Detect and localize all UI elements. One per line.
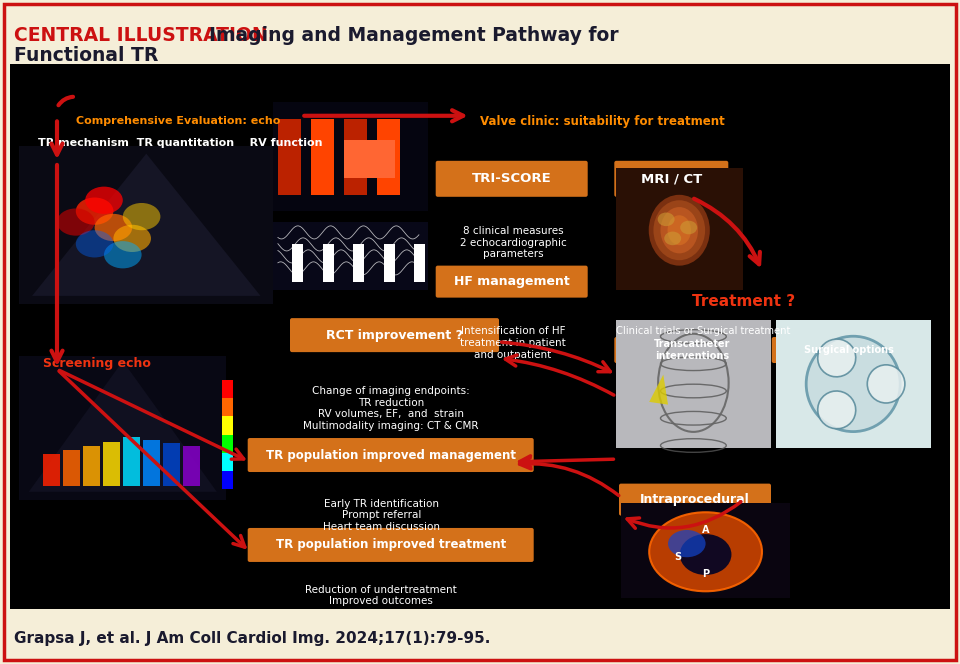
FancyBboxPatch shape xyxy=(614,337,770,363)
FancyBboxPatch shape xyxy=(621,503,790,598)
Text: S: S xyxy=(674,552,681,562)
FancyBboxPatch shape xyxy=(222,471,232,489)
Text: Clinical trials or Surgical treatment: Clinical trials or Surgical treatment xyxy=(616,326,791,336)
Text: Intensification of HF
treatment in patient
and outpatient: Intensification of HF treatment in patie… xyxy=(460,327,565,360)
FancyBboxPatch shape xyxy=(323,244,334,282)
FancyBboxPatch shape xyxy=(619,483,771,516)
Text: 8 clinical measures
2 echocardiographic
parameters: 8 clinical measures 2 echocardiographic … xyxy=(460,226,566,260)
Ellipse shape xyxy=(818,391,855,429)
Text: Grapsa J, et al. J Am Coll Cardiol Img. 2024;17(1):79-95.: Grapsa J, et al. J Am Coll Cardiol Img. … xyxy=(14,631,491,646)
FancyBboxPatch shape xyxy=(353,244,365,282)
Ellipse shape xyxy=(681,220,697,234)
FancyBboxPatch shape xyxy=(62,450,80,486)
FancyBboxPatch shape xyxy=(414,244,425,282)
FancyBboxPatch shape xyxy=(274,102,428,211)
Ellipse shape xyxy=(123,203,160,230)
FancyBboxPatch shape xyxy=(222,380,232,398)
FancyBboxPatch shape xyxy=(123,438,140,486)
Ellipse shape xyxy=(680,534,732,575)
FancyBboxPatch shape xyxy=(277,118,301,195)
FancyBboxPatch shape xyxy=(274,222,428,290)
Ellipse shape xyxy=(649,195,709,266)
FancyBboxPatch shape xyxy=(10,64,950,609)
Text: Change of imaging endpoints:
TR reduction
RV volumes, EF,  and  strain
Multimoda: Change of imaging endpoints: TR reductio… xyxy=(303,386,478,431)
Text: MRI / CT: MRI / CT xyxy=(640,172,702,185)
Polygon shape xyxy=(29,361,217,492)
Ellipse shape xyxy=(57,208,95,236)
FancyBboxPatch shape xyxy=(19,146,274,304)
FancyBboxPatch shape xyxy=(376,118,400,195)
Ellipse shape xyxy=(104,241,142,268)
Text: HF management: HF management xyxy=(454,275,569,288)
FancyBboxPatch shape xyxy=(616,167,743,290)
FancyBboxPatch shape xyxy=(772,337,927,363)
Text: Functional TR: Functional TR xyxy=(14,46,158,65)
Text: TR mechanism  TR quantitation    RV function: TR mechanism TR quantitation RV function xyxy=(38,138,323,148)
Text: Comprehensive Evaluation: echo: Comprehensive Evaluation: echo xyxy=(76,116,280,126)
Text: Treatment ?: Treatment ? xyxy=(691,293,795,309)
Ellipse shape xyxy=(113,225,151,252)
FancyBboxPatch shape xyxy=(43,454,60,486)
Ellipse shape xyxy=(76,230,113,258)
Text: CENTRAL ILLUSTRATION:: CENTRAL ILLUSTRATION: xyxy=(14,26,281,45)
Ellipse shape xyxy=(660,207,698,254)
FancyBboxPatch shape xyxy=(436,266,588,297)
FancyBboxPatch shape xyxy=(248,528,534,562)
Ellipse shape xyxy=(664,232,682,245)
FancyBboxPatch shape xyxy=(776,320,931,448)
Ellipse shape xyxy=(95,214,132,241)
FancyBboxPatch shape xyxy=(222,398,232,416)
Text: TR population improved treatment: TR population improved treatment xyxy=(276,539,506,551)
Polygon shape xyxy=(32,153,260,296)
Text: Screening echo: Screening echo xyxy=(43,357,151,371)
Polygon shape xyxy=(649,374,668,404)
FancyBboxPatch shape xyxy=(616,320,772,448)
FancyBboxPatch shape xyxy=(614,161,729,197)
Text: Valve clinic: suitability for treatment: Valve clinic: suitability for treatment xyxy=(480,115,725,127)
FancyBboxPatch shape xyxy=(311,118,334,195)
FancyBboxPatch shape xyxy=(163,443,180,486)
Ellipse shape xyxy=(85,187,123,214)
FancyBboxPatch shape xyxy=(344,140,396,179)
FancyBboxPatch shape xyxy=(290,318,499,352)
Ellipse shape xyxy=(806,336,900,432)
Ellipse shape xyxy=(668,530,706,557)
Text: Intraprocedural: Intraprocedural xyxy=(640,493,750,506)
Text: RCT improvement ?: RCT improvement ? xyxy=(326,329,463,341)
Text: Early TR identification
Prompt referral
Heart team discussion: Early TR identification Prompt referral … xyxy=(323,499,440,532)
FancyBboxPatch shape xyxy=(83,446,100,486)
Ellipse shape xyxy=(76,197,113,225)
FancyBboxPatch shape xyxy=(292,244,303,282)
Text: Reduction of undertreatment
Improved outcomes: Reduction of undertreatment Improved out… xyxy=(305,584,457,606)
FancyBboxPatch shape xyxy=(344,118,367,195)
FancyBboxPatch shape xyxy=(384,244,395,282)
FancyBboxPatch shape xyxy=(143,440,159,486)
Ellipse shape xyxy=(654,201,706,260)
FancyBboxPatch shape xyxy=(248,438,534,472)
Text: P: P xyxy=(702,568,709,578)
FancyBboxPatch shape xyxy=(19,356,227,500)
FancyBboxPatch shape xyxy=(103,442,120,486)
Ellipse shape xyxy=(667,215,691,245)
Text: A: A xyxy=(702,525,709,535)
Text: TR population improved management: TR population improved management xyxy=(266,448,516,461)
FancyBboxPatch shape xyxy=(222,435,232,453)
Text: Surgical options: Surgical options xyxy=(804,345,895,355)
Ellipse shape xyxy=(867,365,905,403)
Text: Imaging and Management Pathway for: Imaging and Management Pathway for xyxy=(209,26,618,45)
Ellipse shape xyxy=(649,512,762,591)
FancyBboxPatch shape xyxy=(222,453,232,471)
FancyBboxPatch shape xyxy=(182,446,200,486)
Text: TRI-SCORE: TRI-SCORE xyxy=(471,172,552,185)
Ellipse shape xyxy=(658,212,675,226)
FancyBboxPatch shape xyxy=(436,161,588,197)
Text: Transcatheter
interventions: Transcatheter interventions xyxy=(654,339,730,361)
FancyBboxPatch shape xyxy=(222,416,232,435)
Ellipse shape xyxy=(818,339,855,377)
